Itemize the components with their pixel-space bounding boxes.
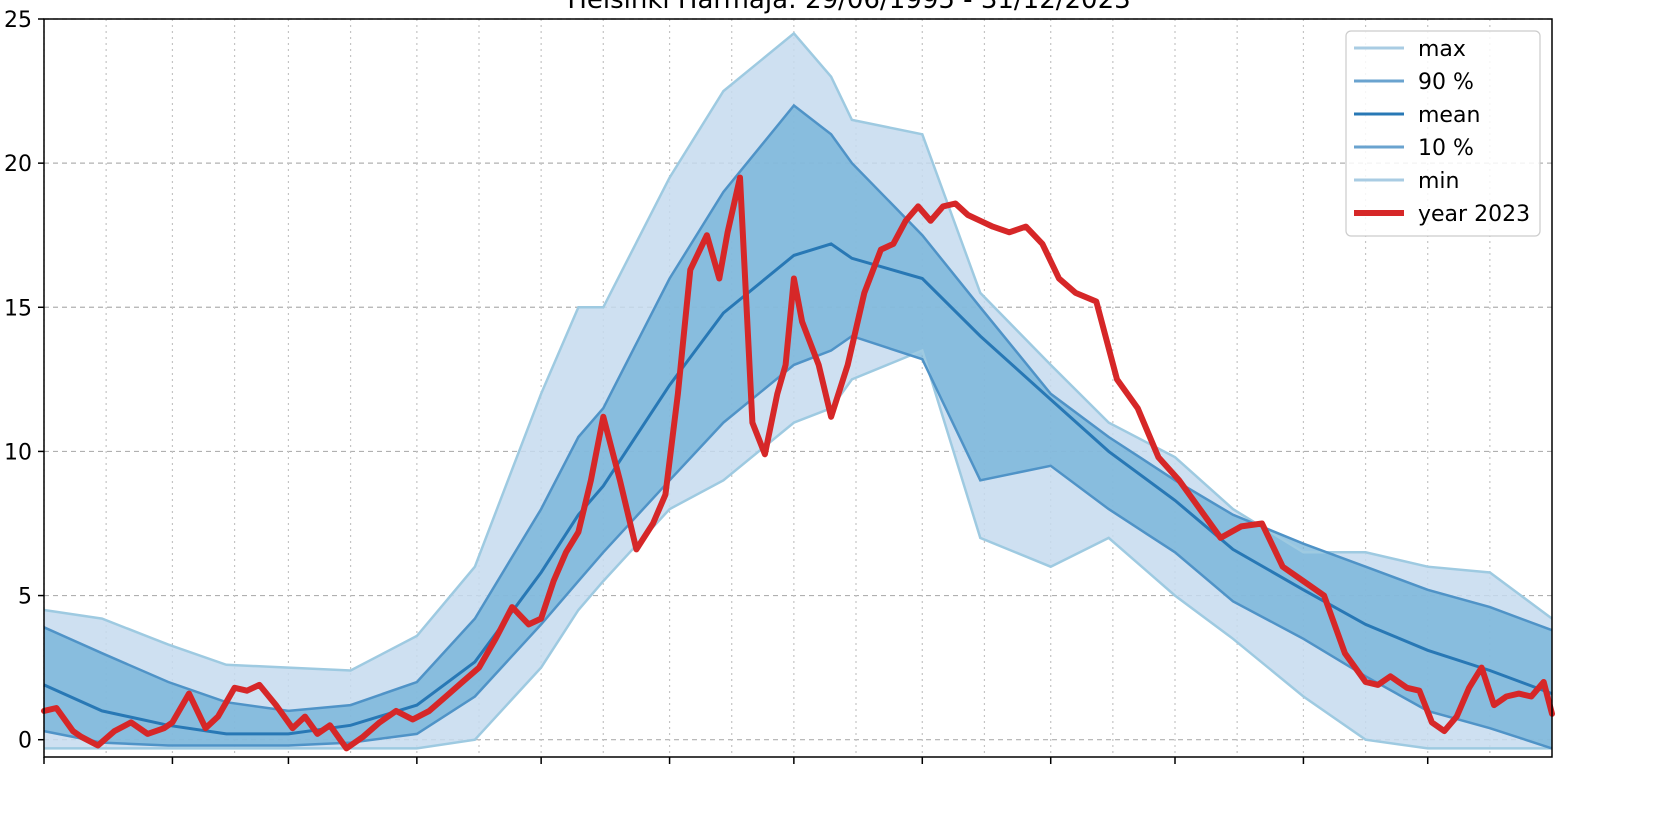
min-max-band (44, 33, 1552, 749)
y-tick-label: 0 (18, 729, 32, 754)
year-2023-line (41, 174, 1555, 752)
p90-line (43, 103, 1553, 713)
legend: max 90 % mean 10 % min year 2023 (1345, 30, 1541, 237)
legend-label-max: max (1418, 37, 1466, 62)
p10-line (43, 334, 1553, 750)
y-tick-label: 15 (4, 296, 32, 321)
y-tick-label: 25 (4, 8, 32, 33)
y-tick-label: 5 (18, 585, 32, 610)
axis-ticks: 0 5 10 15 20 25 (4, 8, 1429, 764)
legend-label-min: min (1418, 169, 1460, 194)
mean-line (43, 242, 1553, 736)
legend-label-year: year 2023 (1418, 202, 1530, 227)
series-lines (41, 31, 1555, 752)
y-tick-label: 10 (4, 440, 32, 465)
legend-label-p90: 90 % (1418, 70, 1474, 95)
chart-title: Helsinki Harmaja: 29/06/1995 - 31/12/202… (567, 0, 1130, 15)
plot-frame (43, 18, 1553, 758)
percentile-bands (44, 33, 1552, 749)
legend-label-mean: mean (1418, 103, 1480, 128)
y-tick-label: 20 (4, 152, 32, 177)
max-line (43, 31, 1553, 672)
min-line (44, 348, 1552, 750)
legend-label-p10: 10 % (1418, 136, 1474, 161)
